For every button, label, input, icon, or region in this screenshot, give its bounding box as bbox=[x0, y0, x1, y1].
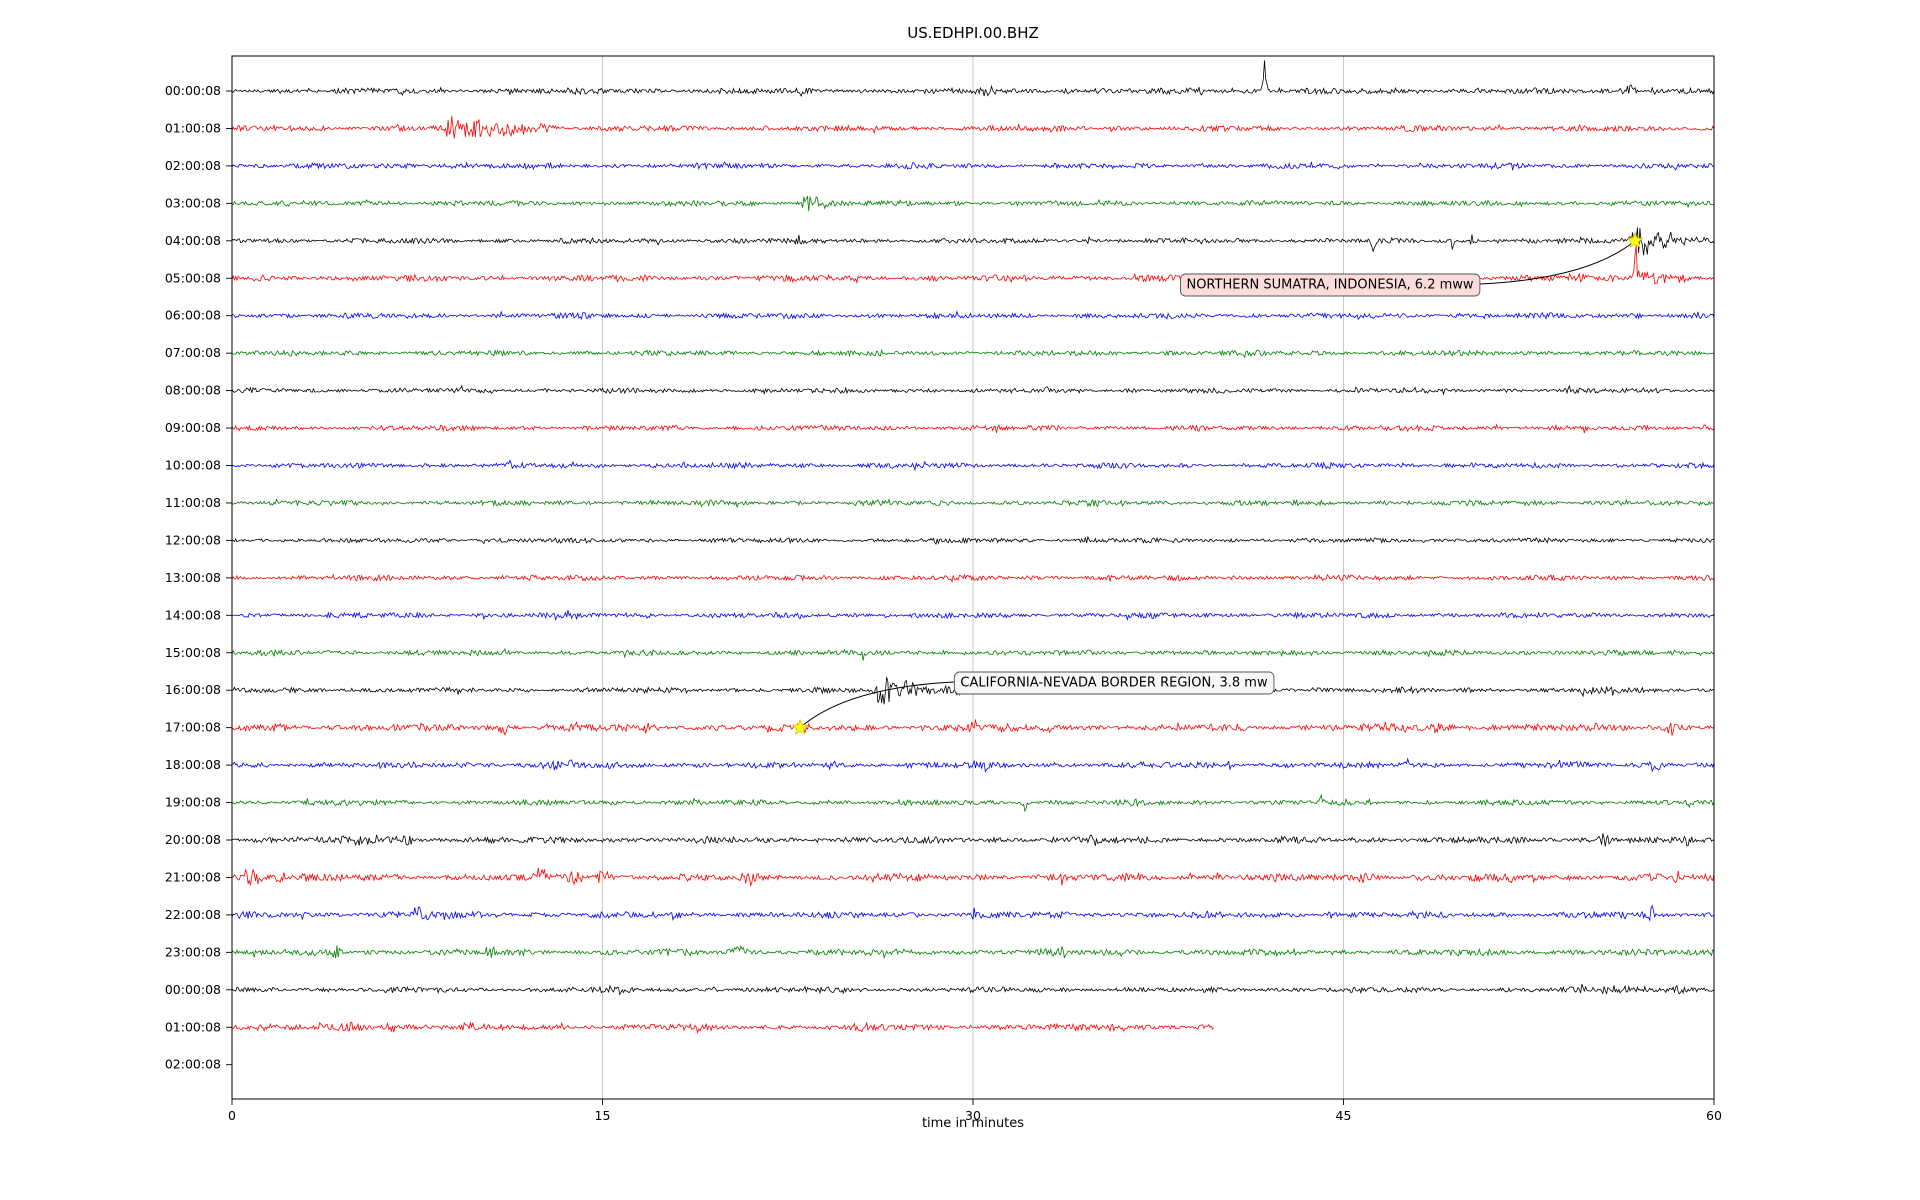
event-arrow bbox=[799, 681, 955, 729]
y-tick-label: 22:00:08 bbox=[165, 907, 221, 922]
trace-row-6 bbox=[231, 310, 1715, 321]
trace-row-12 bbox=[231, 535, 1715, 545]
event-label-box bbox=[1180, 273, 1481, 297]
y-tick-label: 21:00:08 bbox=[165, 869, 221, 884]
y-tick-label: 19:00:08 bbox=[165, 795, 221, 810]
event-label-box bbox=[953, 671, 1275, 695]
event-label: NORTHERN SUMATRA, INDONESIA, 6.2 mww bbox=[1186, 278, 1473, 293]
x-tick-label: 45 bbox=[1336, 1108, 1352, 1123]
trace-row-25 bbox=[231, 1021, 1215, 1035]
chart-title: US.EDHPI.00.BHZ bbox=[907, 24, 1039, 42]
y-tick-label: 13:00:08 bbox=[165, 570, 221, 585]
trace-row-14 bbox=[232, 610, 1715, 622]
trace-row-19 bbox=[231, 793, 1715, 813]
y-tick-label: 16:00:08 bbox=[165, 682, 221, 697]
x-tick-label: 15 bbox=[595, 1108, 611, 1123]
y-tick-label: 07:00:08 bbox=[165, 345, 221, 360]
y-tick-label: 08:00:08 bbox=[165, 383, 221, 398]
x-tick-label: 60 bbox=[1706, 1108, 1722, 1123]
y-tick-label: 10:00:08 bbox=[165, 458, 221, 473]
trace-row-22 bbox=[231, 904, 1715, 922]
y-tick-label: 00:00:08 bbox=[165, 83, 221, 98]
trace-row-18 bbox=[231, 757, 1715, 773]
trace-row-23 bbox=[231, 945, 1715, 959]
trace-row-2 bbox=[231, 161, 1715, 171]
x-tick-label: 0 bbox=[228, 1108, 236, 1123]
event-arrow bbox=[1479, 240, 1636, 285]
trace-row-8 bbox=[231, 384, 1715, 396]
trace-row-1 bbox=[231, 115, 1715, 139]
trace-row-24 bbox=[231, 983, 1715, 996]
y-tick-label: 04:00:08 bbox=[165, 233, 221, 248]
event-label: CALIFORNIA-NEVADA BORDER REGION, 3.8 mw bbox=[960, 676, 1268, 691]
x-axis-label: time in minutes bbox=[921, 1116, 1025, 1131]
trace-row-13 bbox=[231, 573, 1715, 583]
trace-row-10 bbox=[231, 459, 1715, 472]
y-tick-label: 03:00:08 bbox=[165, 195, 221, 210]
y-tick-label: 00:00:08 bbox=[165, 982, 221, 997]
y-tick-label: 09:00:08 bbox=[165, 420, 221, 435]
event-marker-star-icon bbox=[791, 718, 809, 735]
x-tick-label: 30 bbox=[965, 1108, 981, 1123]
trace-row-17 bbox=[231, 719, 1715, 736]
y-tick-label: 02:00:08 bbox=[165, 158, 221, 173]
trace-row-0 bbox=[231, 60, 1715, 97]
y-tick-label: 05:00:08 bbox=[165, 270, 221, 285]
y-tick-label: 01:00:08 bbox=[165, 1019, 221, 1034]
trace-row-3 bbox=[231, 196, 1715, 212]
y-tick-label: 18:00:08 bbox=[165, 757, 221, 772]
y-tick-label: 01:00:08 bbox=[165, 120, 221, 135]
y-tick-label: 06:00:08 bbox=[165, 308, 221, 323]
trace-row-20 bbox=[231, 833, 1715, 847]
trace-row-15 bbox=[231, 647, 1715, 661]
trace-row-21 bbox=[231, 867, 1715, 887]
y-tick-label: 11:00:08 bbox=[165, 495, 221, 510]
trace-row-7 bbox=[231, 348, 1715, 359]
trace-row-9 bbox=[231, 423, 1715, 434]
y-tick-label: 12:00:08 bbox=[165, 532, 221, 547]
y-tick-label: 02:00:08 bbox=[165, 1057, 221, 1072]
y-tick-label: 20:00:08 bbox=[165, 832, 221, 847]
trace-row-4 bbox=[231, 227, 1715, 256]
y-tick-label: 14:00:08 bbox=[165, 607, 221, 622]
y-tick-label: 15:00:08 bbox=[165, 645, 221, 660]
y-tick-label: 17:00:08 bbox=[165, 720, 221, 735]
trace-row-11 bbox=[231, 498, 1715, 509]
event-marker-star-icon bbox=[1626, 232, 1644, 248]
y-tick-label: 23:00:08 bbox=[165, 944, 221, 959]
